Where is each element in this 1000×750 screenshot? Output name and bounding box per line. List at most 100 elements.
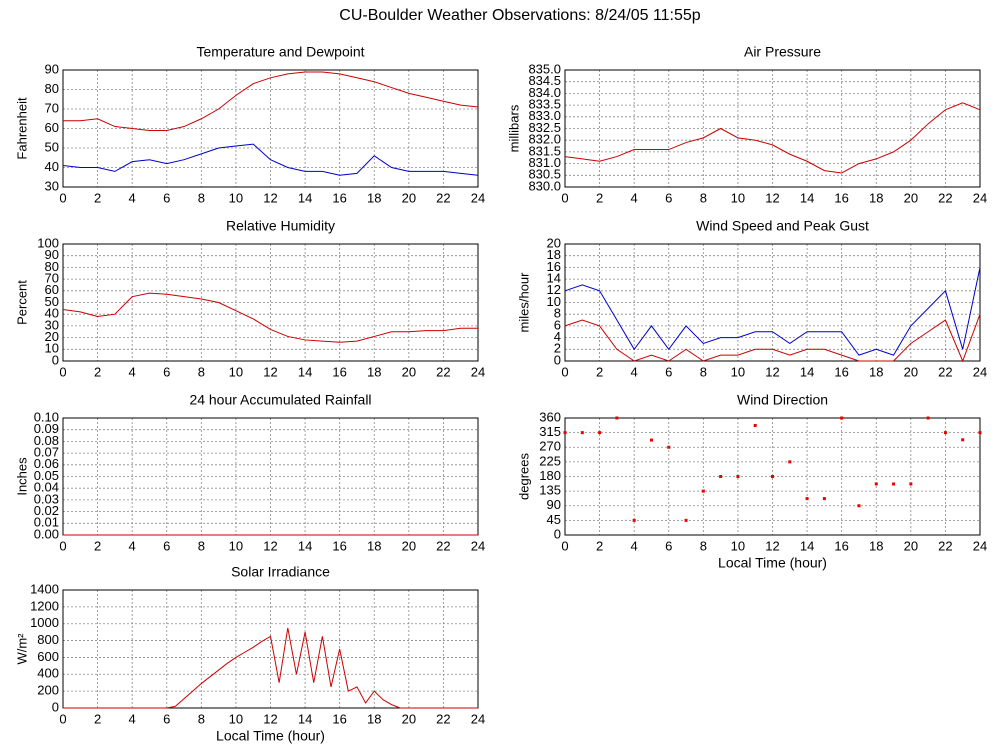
y-tick-label: 4 [554,329,561,344]
x-tick-label: 2 [94,190,101,205]
x-tick-label: 6 [163,364,170,379]
y-tick-label: 20 [547,235,561,250]
x-tick-label: 4 [631,190,638,205]
data-point [580,431,584,435]
y-tick-label: 60 [45,282,59,297]
y-tick-label: 0.10 [34,409,59,424]
x-tick-label: 6 [665,538,672,553]
y-tick-label: 90 [45,61,59,76]
y-tick-label: 0.03 [34,491,59,506]
data-point [822,497,826,501]
x-tick-label: 20 [904,190,918,205]
y-tick-label: 832.0 [528,132,561,147]
x-tick-label: 10 [731,190,745,205]
plot-frame [564,243,981,362]
chart-title: Solar Irradiance [231,564,330,580]
x-tick-label: 14 [298,538,312,553]
data-point [701,489,705,493]
y-axis-label: millibars [506,104,521,152]
x-tick-label: 4 [129,538,136,553]
x-tick-label: 6 [163,538,170,553]
data-point [736,475,740,478]
y-tick-label: 600 [37,649,59,664]
plot-frame [564,417,981,536]
x-tick-label: 10 [229,364,243,379]
y-tick-label: 835.0 [528,61,561,76]
y-tick-label: 6 [554,317,561,332]
x-tick-label: 10 [731,364,745,379]
x-tick-label: 6 [163,190,170,205]
data-point [961,438,965,442]
y-tick-label: 18 [547,247,561,262]
x-tick-label: 12 [263,711,277,726]
y-tick-label: 16 [547,259,561,274]
x-tick-label: 20 [904,538,918,553]
y-tick-label: 831.0 [528,155,561,170]
data-point [598,431,602,435]
x-tick-label: 2 [94,711,101,726]
data-point [943,431,947,435]
y-tick-label: 30 [45,317,59,332]
y-tick-label: 90 [45,247,59,262]
y-tick-label: 50 [45,139,59,154]
x-tick-label: 20 [402,190,416,205]
chart-title: Relative Humidity [226,218,335,234]
y-tick-label: 8 [554,306,561,321]
plot-frame [62,243,479,362]
x-tick-label: 0 [561,538,568,553]
x-tick-label: 14 [298,711,312,726]
x-tick-label: 14 [800,190,814,205]
y-tick-label: 90 [547,497,561,512]
x-tick-label: 8 [198,711,205,726]
y-tick-label: 45 [547,512,561,527]
x-tick-label: 6 [665,364,672,379]
x-tick-label: 2 [94,364,101,379]
data-point [563,431,567,435]
x-tick-label: 12 [263,190,277,205]
chart-title: Temperature and Dewpoint [196,44,364,60]
y-tick-label: 0.05 [34,468,59,483]
x-tick-label: 20 [402,711,416,726]
x-tick-label: 12 [263,364,277,379]
plot-frame [564,69,981,188]
y-tick-label: 360 [539,409,561,424]
x-tick-label: 8 [198,538,205,553]
y-tick-label: 0.08 [34,433,59,448]
y-tick-label: 0 [52,352,59,367]
data-point [926,416,930,420]
plot-frame [62,589,479,709]
x-tick-label: 22 [436,364,450,379]
y-tick-label: 135 [539,483,561,498]
x-tick-label: 16 [332,711,346,726]
y-tick-label: 0 [554,526,561,541]
x-tick-label: 2 [94,538,101,553]
x-tick-label: 16 [332,190,346,205]
y-tick-label: 0.04 [34,480,59,495]
data-point [615,416,619,420]
x-tick-label: 24 [471,538,485,553]
x-tick-label: 18 [367,190,381,205]
x-tick-label: 8 [700,538,707,553]
chart-title: 24 hour Accumulated Rainfall [189,392,371,408]
x-tick-label: 10 [229,711,243,726]
y-tick-label: 10 [45,341,59,356]
y-tick-label: 180 [539,468,561,483]
y-tick-label: 30 [45,178,59,193]
x-tick-label: 16 [834,364,848,379]
x-tick-label: 14 [298,190,312,205]
y-tick-label: 40 [45,306,59,321]
data-line [564,314,981,363]
chart-title: Air Pressure [744,44,821,60]
x-tick-label: 24 [471,364,485,379]
x-tick-label: 16 [332,538,346,553]
x-tick-label: 22 [938,364,952,379]
x-tick-label: 6 [665,190,672,205]
x-tick-label: 0 [561,190,568,205]
data-point [649,438,653,442]
x-tick-label: 8 [700,364,707,379]
y-tick-label: 80 [45,259,59,274]
x-tick-label: 14 [298,364,312,379]
y-tick-label: 0.00 [34,526,59,541]
y-tick-label: 0.01 [34,515,59,530]
y-tick-label: 80 [45,81,59,96]
